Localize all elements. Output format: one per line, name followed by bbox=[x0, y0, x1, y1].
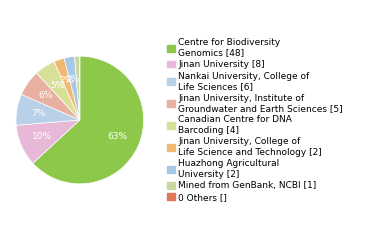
Wedge shape bbox=[16, 94, 80, 125]
Wedge shape bbox=[36, 61, 80, 120]
Text: 5%: 5% bbox=[50, 81, 64, 90]
Wedge shape bbox=[74, 56, 80, 120]
Text: 10%: 10% bbox=[32, 132, 52, 141]
Text: 63%: 63% bbox=[108, 132, 128, 141]
Wedge shape bbox=[33, 56, 144, 184]
Wedge shape bbox=[16, 120, 80, 163]
Wedge shape bbox=[21, 73, 80, 120]
Legend: Centre for Biodiversity
Genomics [48], Jinan University [8], Nankai University, : Centre for Biodiversity Genomics [48], J… bbox=[167, 38, 343, 202]
Wedge shape bbox=[64, 56, 80, 120]
Wedge shape bbox=[54, 58, 80, 120]
Text: 6%: 6% bbox=[39, 91, 53, 100]
Text: 2%: 2% bbox=[66, 75, 80, 84]
Text: 2%: 2% bbox=[59, 76, 73, 85]
Text: 7%: 7% bbox=[32, 109, 46, 118]
